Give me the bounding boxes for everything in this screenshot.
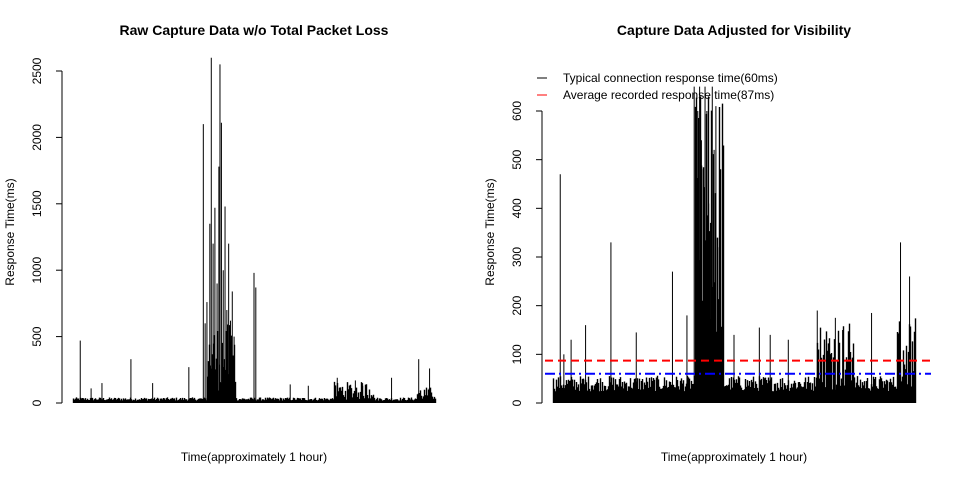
y-tick-label: 0 <box>30 399 44 406</box>
legend: Typical connection response time(60ms) A… <box>537 71 778 102</box>
x-axis-label: Time(approximately 1 hour) <box>181 450 327 464</box>
y-axis: 0 500 1000 1500 2000 2500 <box>30 57 63 406</box>
y-tick-label: 200 <box>510 295 524 315</box>
y-tick-label: 2000 <box>30 124 44 151</box>
y-tick-label: 1500 <box>30 190 44 217</box>
y-tick-label: 300 <box>510 247 524 267</box>
y-tick-label: 600 <box>510 101 524 121</box>
y-tick-label: 0 <box>510 399 524 406</box>
y-axis-label: Response Time(ms) <box>483 178 497 285</box>
data-series <box>72 57 437 403</box>
chart-raw-capture: Raw Capture Data w/o Total Packet Loss T… <box>3 22 437 464</box>
x-axis-label: Time(approximately 1 hour) <box>661 450 807 464</box>
legend-label-average: Average recorded response time(87ms) <box>563 88 774 102</box>
legend-label-typical: Typical connection response time(60ms) <box>563 71 778 85</box>
y-axis-label: Response Time(ms) <box>3 178 17 285</box>
y-tick-label: 400 <box>510 198 524 218</box>
data-series <box>552 86 917 403</box>
chart-title: Raw Capture Data w/o Total Packet Loss <box>120 22 389 38</box>
y-tick-label: 500 <box>510 149 524 169</box>
y-axis: 0 100 200 300 400 500 600 <box>510 101 543 406</box>
y-tick-label: 100 <box>510 344 524 364</box>
reference-lines <box>545 359 931 375</box>
y-tick-label: 500 <box>30 326 44 346</box>
y-tick-label: 1000 <box>30 257 44 284</box>
chart-adjusted-visibility: Capture Data Adjusted for Visibility Tim… <box>483 22 931 464</box>
chart-title: Capture Data Adjusted for Visibility <box>617 22 851 38</box>
y-tick-label: 2500 <box>30 57 44 84</box>
